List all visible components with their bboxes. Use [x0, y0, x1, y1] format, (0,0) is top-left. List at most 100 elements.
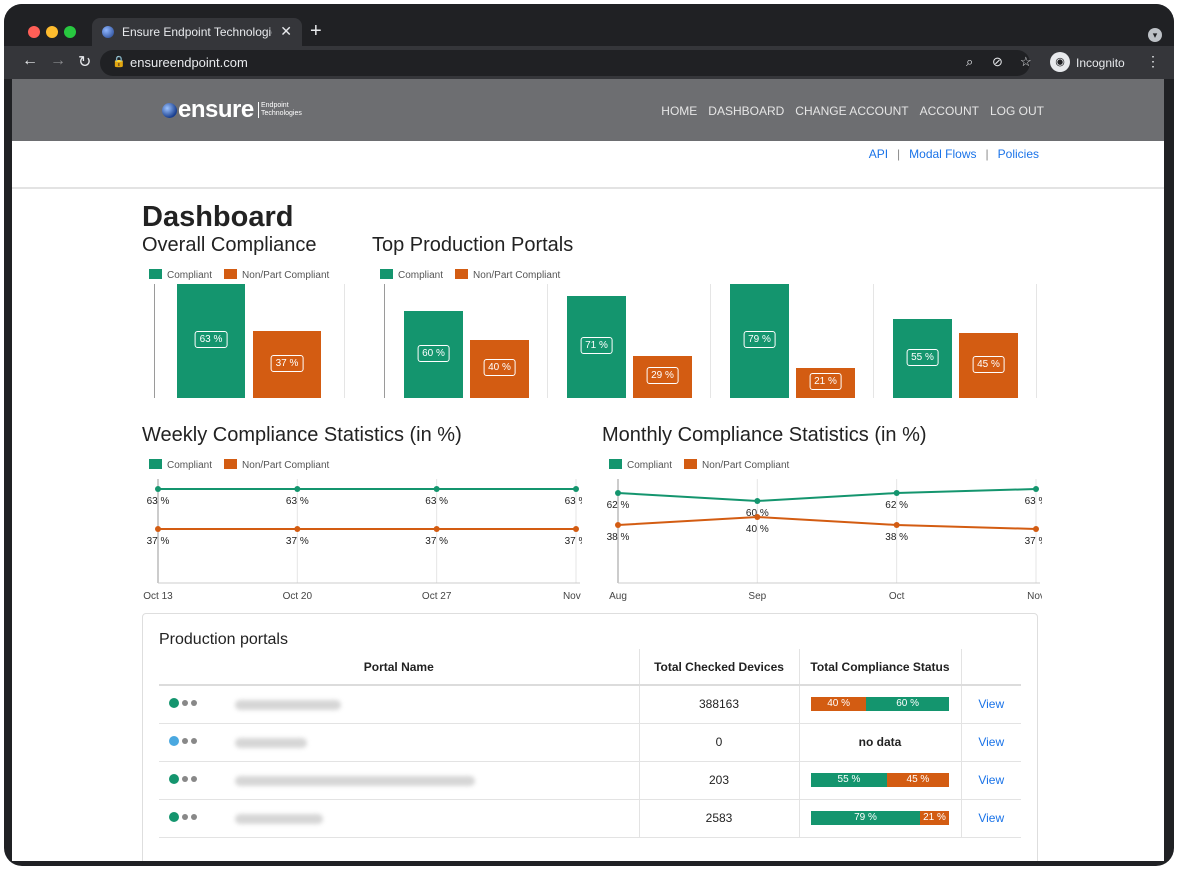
view-link[interactable]: View [978, 697, 1005, 712]
nav-home[interactable]: HOME [661, 104, 698, 118]
status-dots-icon [169, 774, 197, 784]
compliant-point-label: 62 % [885, 500, 908, 511]
nav-log-out[interactable]: LOG OUT [989, 104, 1044, 118]
x-tick-label: Oct 13 [143, 591, 173, 601]
noncompliant-point[interactable] [1033, 526, 1039, 532]
compliant-bar[interactable]: 71 % [567, 296, 626, 398]
compliant-bar[interactable]: 79 % [730, 284, 789, 398]
compliant-point[interactable] [615, 490, 621, 496]
compliant-point-label: 63 % [425, 496, 448, 507]
compliant-data-label: 79 % [743, 331, 776, 348]
action-cell: View [960, 761, 1021, 800]
view-link[interactable]: View [978, 773, 1005, 787]
compliant-point[interactable] [155, 486, 161, 492]
noncompliant-point[interactable] [573, 526, 579, 532]
status-dots-icon [169, 736, 197, 746]
compliant-point[interactable] [893, 490, 900, 496]
group-separator [547, 284, 548, 398]
noncompliant-bar[interactable]: 40 % [470, 340, 529, 398]
weekly-compliance-chart: Oct 13 Oct 20 Oct 27 Nov 3 63 % 63 % 63 % 63 % 3… [143, 479, 582, 601]
compliant-bar[interactable]: 55 % [893, 319, 952, 398]
noncompliant-point[interactable] [433, 526, 440, 532]
reload-icon[interactable]: ↻ [78, 54, 92, 71]
noncompliant-point[interactable] [754, 514, 761, 520]
redacted-portal-name [235, 775, 475, 786]
noncompliant-point[interactable] [294, 526, 301, 532]
compliant-point-label: 63 % [1025, 496, 1042, 507]
forward-arrow-icon[interactable]: → [50, 52, 66, 69]
logo-globe-icon [162, 103, 177, 118]
devices-count-cell: 388163 [638, 685, 799, 724]
eye-slash-icon[interactable]: ⊘ [992, 54, 1003, 69]
table-row[interactable]: 203 55 % 45 % View [159, 761, 1021, 800]
noncompliant-bar[interactable]: 45 % [959, 333, 1018, 398]
col-total-checked-devices[interactable]: Total Checked Devices [638, 649, 799, 686]
incognito-icon: ◉ [1050, 52, 1070, 72]
action-cell: View [960, 685, 1021, 724]
portals-legend: Compliant Non/Part Compliant [380, 269, 560, 281]
noncompliant-point[interactable] [893, 522, 900, 528]
col-portal-name[interactable]: Portal Name [159, 649, 639, 686]
compliance-status-cell: 40 % 60 % [798, 685, 961, 724]
nav-account[interactable]: ACCOUNT [919, 104, 979, 118]
x-tick-label: Nov [1027, 591, 1042, 601]
browser-menu-icon[interactable]: ⋮ [1146, 53, 1160, 69]
address-bar[interactable]: 🔒 ensureendpoint.com ⌕ ⊘ ☆ [100, 50, 1032, 76]
browser-tab[interactable]: Ensure Endpoint Technologies ✕ [92, 18, 302, 46]
close-tab-icon[interactable]: ✕ [280, 23, 292, 39]
col-total-compliance-status[interactable]: Total Compliance Status [798, 649, 961, 686]
nav-change-account[interactable]: CHANGE ACCOUNT [795, 104, 909, 118]
browser-toolbar: ← → ↻ 🔒 ensureendpoint.com ⌕ ⊘ ☆ ◉ Incog… [4, 46, 1174, 79]
compliant-point[interactable] [754, 498, 761, 504]
zoom-icon[interactable]: ⌕ [966, 54, 974, 69]
x-tick-label: Oct 20 [283, 591, 313, 601]
noncompliant-bar[interactable]: 37 % [253, 331, 321, 398]
compliant-point[interactable] [1033, 486, 1039, 492]
back-arrow-icon[interactable]: ← [22, 52, 38, 69]
noncompliant-point-label: 37 % [286, 536, 309, 547]
compliant-point[interactable] [573, 486, 579, 492]
col-actions [960, 649, 1021, 686]
compliant-point[interactable] [294, 486, 301, 492]
tab-search-icon[interactable]: ▾ [1148, 28, 1162, 42]
noncompliant-data-label: 29 % [646, 367, 679, 384]
maximize-window-button[interactable] [64, 26, 76, 38]
noncompliant-segment: 40 % [811, 697, 867, 712]
new-tab-icon[interactable]: + [310, 20, 322, 42]
incognito-profile-button[interactable]: ◉ Incognito [1046, 50, 1138, 76]
group-separator [873, 284, 874, 398]
monthly-legend: Compliant Non/Part Compliant [609, 459, 789, 471]
bookmark-star-icon[interactable]: ☆ [1020, 54, 1032, 69]
address-url[interactable]: ensureendpoint.com [130, 55, 248, 70]
table-header-row: Portal Name Total Checked Devices Total … [159, 649, 1021, 686]
noncompliant-point[interactable] [615, 522, 621, 528]
devices-count-cell: 203 [638, 761, 799, 800]
nav-dashboard[interactable]: DASHBOARD [708, 104, 785, 118]
close-window-button[interactable] [28, 26, 40, 38]
noncompliant-point[interactable] [155, 526, 161, 532]
view-link[interactable]: View [978, 735, 1005, 749]
compliant-bar[interactable]: 60 % [404, 311, 463, 398]
monthly-stats-title: Monthly Compliance Statistics (in %) [602, 424, 927, 446]
no-data-label: no data [858, 735, 902, 749]
compliant-point[interactable] [433, 486, 440, 492]
table-row[interactable]: 0 no data View [159, 723, 1021, 762]
y-axis-line [154, 284, 155, 398]
noncompliant-bar[interactable]: 21 % [796, 368, 855, 398]
noncompliant-bar[interactable]: 29 % [633, 356, 692, 398]
compliant-bar[interactable]: 63 % [177, 284, 245, 398]
redacted-portal-name [235, 813, 323, 824]
subnav-policies[interactable]: Policies [997, 147, 1039, 161]
table-row[interactable]: 388163 40 % 60 % View [159, 685, 1021, 724]
noncompliant-data-label: 21 % [809, 373, 842, 390]
view-link[interactable]: View [978, 811, 1005, 825]
action-cell: View [960, 723, 1021, 762]
portal-name-cell [159, 685, 639, 724]
noncompliant-segment: 45 % [886, 773, 949, 787]
minimize-window-button[interactable] [46, 26, 58, 38]
compliance-stacked-bar: 40 % 60 % [811, 697, 949, 712]
subnav-api[interactable]: API [868, 147, 889, 161]
table-row[interactable]: 2583 79 % 21 % View [159, 799, 1021, 838]
compliant-segment: 60 % [866, 697, 949, 712]
subnav-modal-flows[interactable]: Modal Flows [909, 147, 977, 161]
